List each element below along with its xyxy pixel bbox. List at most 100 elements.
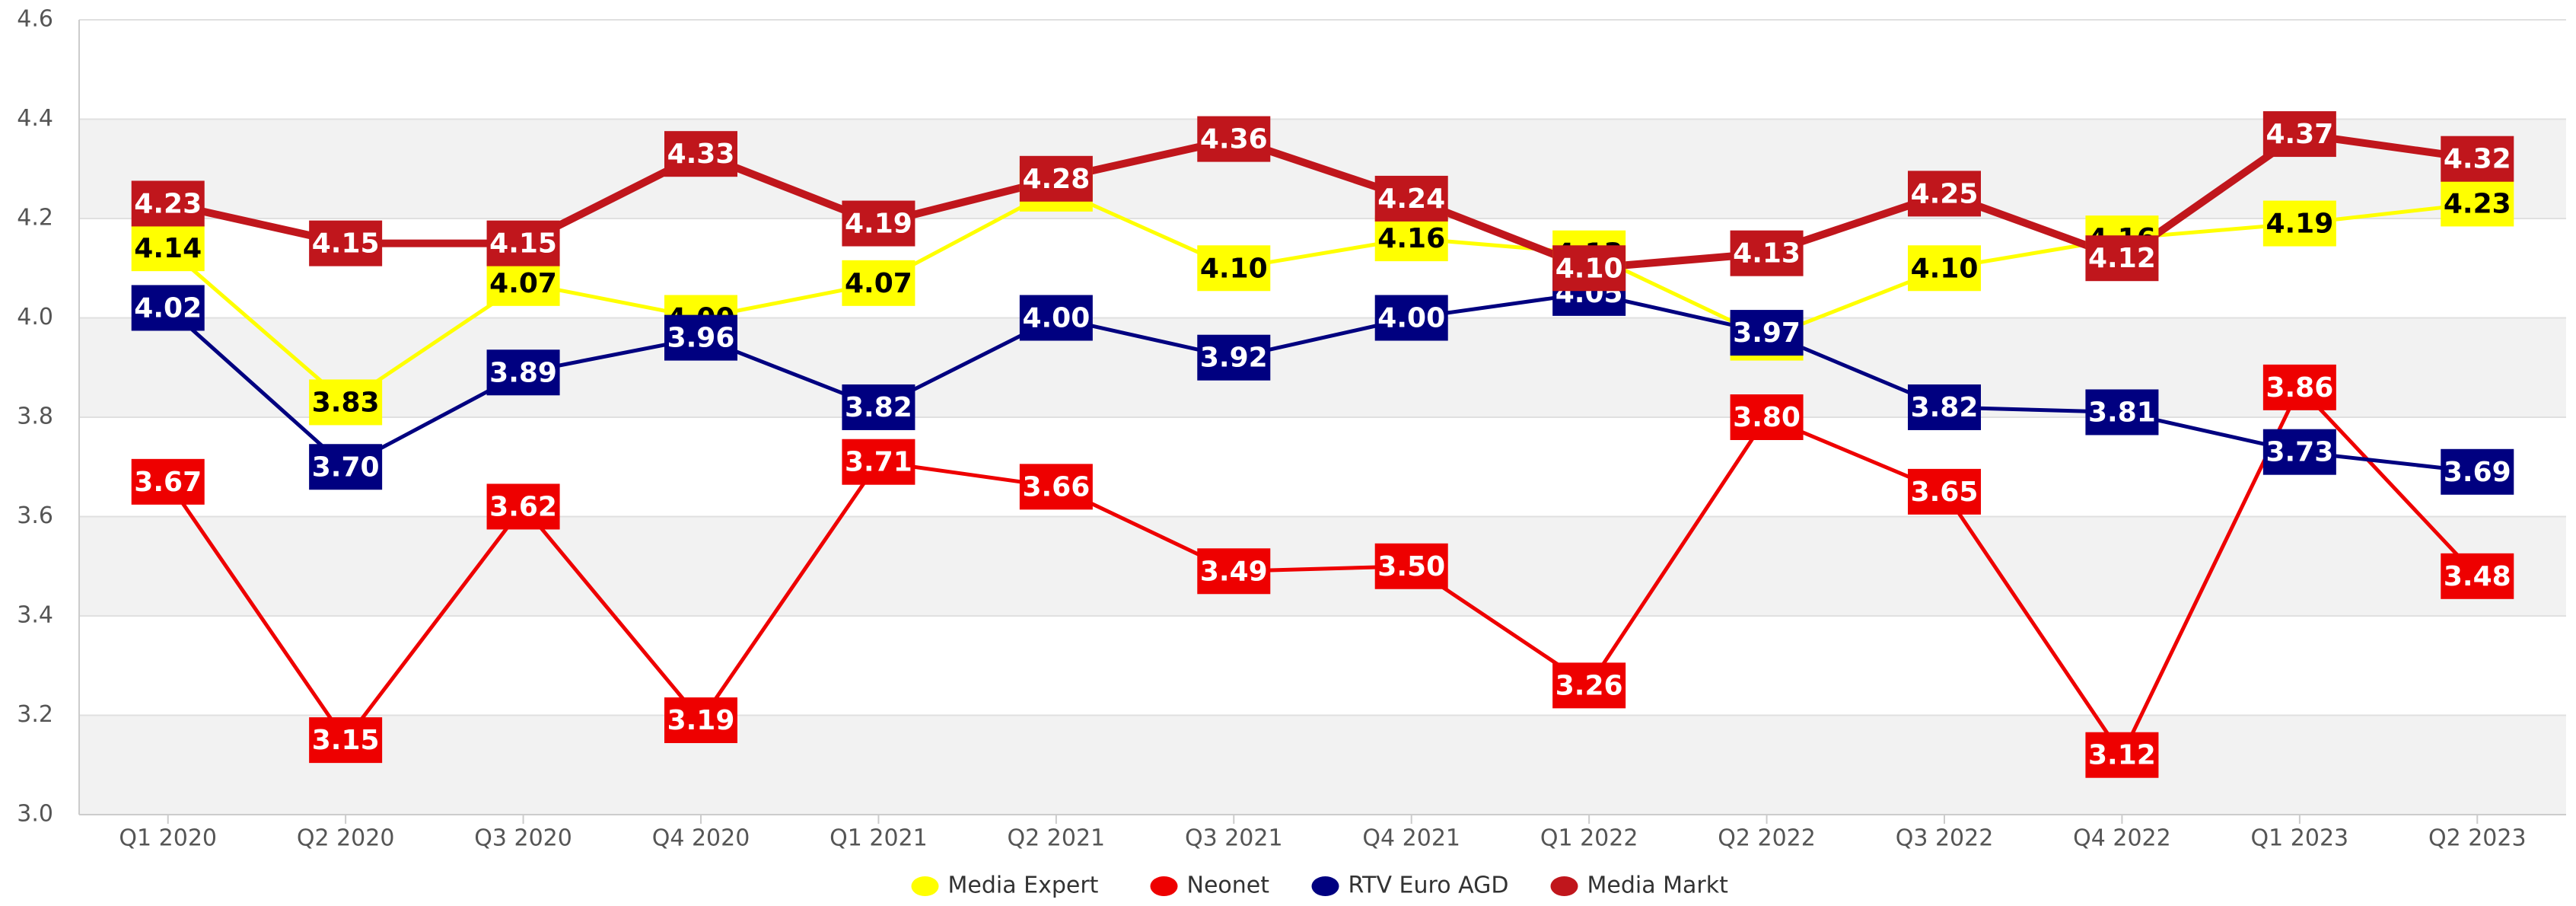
data-label: 4.00	[1377, 303, 1445, 334]
legend-label: Media Expert	[948, 873, 1099, 899]
data-label-box	[131, 225, 205, 272]
data-label-box	[842, 384, 915, 430]
data-label-box	[664, 314, 737, 361]
data-label: 4.07	[845, 268, 912, 299]
data-label-box	[1197, 116, 1271, 162]
x-tick-label: Q4 2021	[1362, 825, 1460, 852]
data-label-box	[1019, 295, 1093, 341]
data-label: 4.19	[845, 209, 912, 240]
data-label: 4.36	[1200, 124, 1268, 155]
data-label-box	[2262, 429, 2336, 475]
data-label-box	[309, 717, 383, 764]
data-label: 4.12	[2088, 243, 2156, 274]
x-tick-label: Q1 2020	[119, 825, 217, 852]
data-label-box	[2262, 200, 2336, 247]
legend-swatch	[911, 876, 939, 896]
data-label-box	[1908, 384, 1981, 430]
data-label: 3.86	[2266, 372, 2333, 404]
x-tick-label: Q1 2023	[2251, 825, 2349, 852]
data-label: 3.73	[2266, 437, 2333, 468]
data-label-box	[664, 697, 737, 744]
data-label: 3.70	[312, 451, 380, 483]
data-label-box	[1552, 662, 1626, 709]
x-tick-label: Q3 2022	[1896, 825, 1994, 852]
x-tick-label: Q1 2022	[1540, 825, 1638, 852]
y-tick-label: 4.2	[17, 205, 53, 231]
data-label-box	[1374, 543, 1448, 589]
data-label-box	[309, 444, 383, 490]
data-label: 4.19	[2266, 209, 2333, 240]
data-label: 3.81	[2088, 397, 2156, 428]
data-label-box	[842, 200, 915, 247]
x-tick-label: Q4 2022	[2073, 825, 2171, 852]
data-label-box	[1019, 464, 1093, 510]
data-label-box	[1374, 295, 1448, 341]
data-label: 3.71	[845, 447, 912, 478]
y-tick-label: 3.6	[17, 502, 53, 529]
x-tick-label: Q2 2021	[1008, 825, 1106, 852]
data-label-box	[2085, 235, 2159, 282]
data-label-box	[1374, 175, 1448, 222]
data-label-box	[1019, 155, 1093, 202]
data-label-box	[131, 458, 205, 505]
data-label: 3.83	[312, 387, 380, 418]
data-label: 3.19	[667, 705, 735, 736]
x-tick-label: Q1 2021	[829, 825, 928, 852]
data-label-box	[1197, 334, 1271, 381]
data-label: 3.12	[2088, 740, 2156, 771]
data-label-box	[2262, 111, 2336, 158]
data-label: 4.10	[1200, 253, 1268, 284]
data-label: 4.37	[2266, 119, 2333, 150]
data-label: 4.23	[2444, 188, 2511, 219]
data-label-box	[1908, 245, 1981, 292]
data-label: 4.23	[134, 188, 202, 219]
data-label: 3.62	[489, 491, 557, 522]
x-tick-label: Q2 2022	[1718, 825, 1816, 852]
data-label: 4.10	[1911, 253, 1979, 284]
x-tick-label: Q2 2023	[2428, 825, 2527, 852]
data-label-box	[664, 131, 737, 177]
data-label: 3.15	[312, 725, 380, 756]
y-tick-label: 3.8	[17, 404, 53, 430]
data-label: 3.82	[845, 392, 912, 423]
data-label: 4.14	[134, 233, 202, 264]
data-label: 4.00	[1022, 303, 1090, 334]
data-label: 3.50	[1377, 551, 1445, 582]
x-tick-label: Q2 2020	[297, 825, 395, 852]
data-label: 3.92	[1200, 343, 1268, 374]
legend-swatch	[1550, 876, 1578, 896]
data-label: 4.28	[1022, 164, 1090, 195]
data-label: 4.32	[2444, 144, 2511, 175]
data-label: 4.15	[489, 228, 557, 260]
data-label-box	[486, 220, 560, 266]
data-label-box	[1908, 171, 1981, 217]
data-label: 4.24	[1377, 183, 1445, 215]
data-label: 3.65	[1911, 477, 1979, 508]
data-label: 3.89	[489, 357, 557, 388]
y-tick-label: 3.0	[17, 801, 53, 828]
y-tick-label: 4.4	[17, 105, 53, 132]
y-tick-label: 4.0	[17, 304, 53, 330]
data-label: 4.07	[489, 268, 557, 299]
data-label-box	[309, 220, 383, 266]
y-tick-label: 4.6	[17, 6, 53, 33]
data-label: 3.49	[1200, 556, 1268, 587]
data-label-box	[1374, 215, 1448, 262]
data-label: 4.13	[1733, 238, 1801, 270]
data-label-box	[842, 260, 915, 306]
data-label-box	[1908, 468, 1981, 515]
data-label-box	[2262, 364, 2336, 410]
data-label-box	[486, 349, 560, 396]
legend-label: Neonet	[1187, 873, 1270, 899]
data-label: 3.66	[1022, 471, 1090, 502]
data-label-box	[2441, 553, 2514, 599]
data-label-box	[131, 285, 205, 331]
data-label: 4.10	[1555, 253, 1623, 284]
data-label-box	[2441, 180, 2514, 227]
data-label: 3.82	[1911, 392, 1979, 423]
x-tick-label: Q3 2020	[474, 825, 572, 852]
legend-swatch	[1150, 876, 1178, 896]
x-tick-label: Q3 2021	[1185, 825, 1283, 852]
data-label-box	[486, 483, 560, 530]
